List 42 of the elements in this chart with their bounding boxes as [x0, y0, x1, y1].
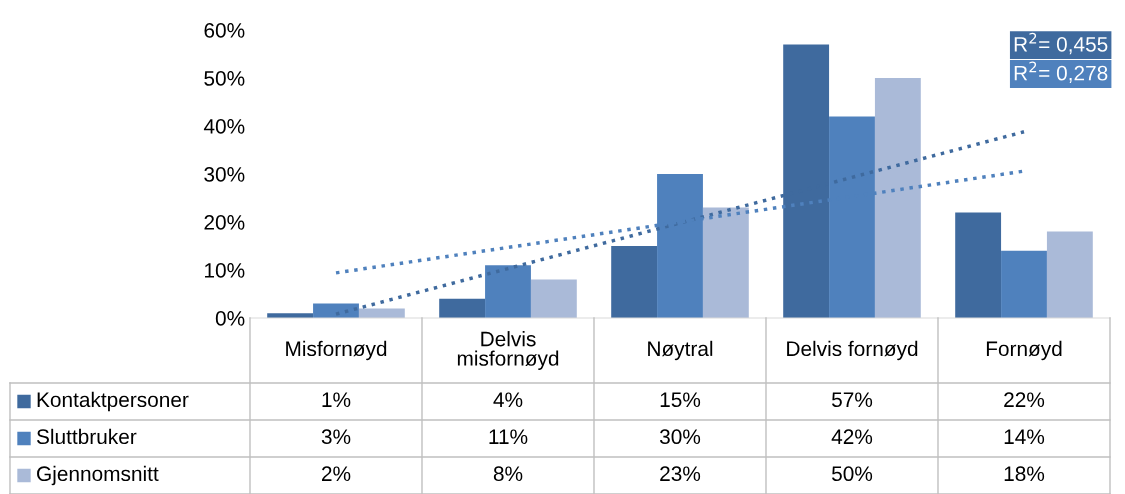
bar	[485, 265, 531, 318]
y-tick-label: 30%	[204, 167, 245, 182]
data-label: 57%	[831, 392, 873, 408]
x-tick-label: Misfornøyd	[286, 340, 387, 361]
bar	[611, 246, 658, 318]
bar	[702, 207, 749, 318]
data-label: 22%	[1004, 392, 1045, 408]
x-tick-label: Fornøyd	[986, 340, 1062, 361]
bar	[1046, 231, 1093, 318]
x-tick-label: Delvis fornøyd	[787, 340, 918, 361]
data-label: 14%	[1004, 429, 1045, 445]
bar	[955, 212, 1002, 318]
data-label: 3%	[321, 429, 351, 445]
y-tick-label: 50%	[204, 71, 245, 86]
data-label: 4%	[493, 392, 523, 408]
bar	[874, 78, 921, 318]
y-tick-label: 60%	[204, 23, 245, 38]
data-label: 11%	[489, 429, 528, 445]
y-tick-label: 0%	[215, 311, 245, 326]
data-label: 30%	[659, 429, 701, 445]
y-tick-label: 10%	[205, 263, 245, 278]
data-label: 1%	[322, 392, 351, 408]
legend-label: Sluttbruker	[36, 428, 137, 445]
data-label: 50%	[831, 466, 873, 482]
legend-label: Kontaktpersoner	[37, 391, 189, 412]
data-label: 15%	[660, 392, 701, 408]
x-tick-label: Nøytral	[648, 340, 713, 361]
data-label: 23%	[660, 466, 701, 482]
y-tick-label: 20%	[204, 215, 245, 230]
data-label: 18%	[1004, 466, 1045, 482]
annotation: R$^{2}$= 0,278	[1014, 61, 1108, 83]
data-label: 8%	[493, 466, 523, 482]
bar	[439, 298, 486, 318]
data-label: 42%	[831, 429, 873, 445]
legend-label: Gjennomsnitt	[37, 465, 159, 486]
data-label: 2%	[321, 466, 351, 482]
bar	[358, 308, 405, 318]
y-tick-label: 40%	[203, 119, 245, 134]
annotation: R$^{2}$= 0,455	[1014, 32, 1108, 55]
x-tick-label: Delvis misfornøyd	[457, 331, 559, 370]
bar	[530, 279, 577, 318]
bar	[1001, 250, 1047, 318]
